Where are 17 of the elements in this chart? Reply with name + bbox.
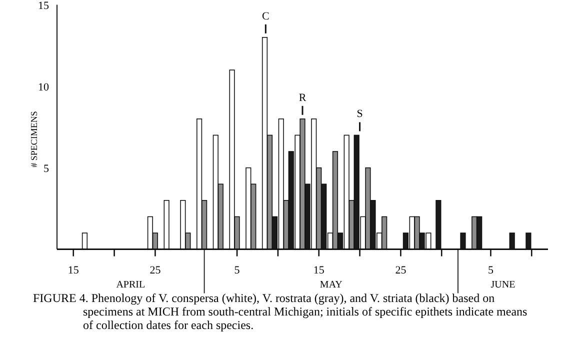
y-axis-title: # SPECIMENS bbox=[29, 111, 39, 168]
text: JUNE bbox=[490, 279, 516, 290]
annotation: C bbox=[262, 10, 270, 22]
x-tick-label: 5 bbox=[488, 264, 494, 276]
y-tick-label: 10 bbox=[38, 81, 50, 94]
x-tick-label: 15 bbox=[68, 264, 80, 276]
text: MAY bbox=[320, 279, 342, 290]
x-tick-label: 25 bbox=[150, 264, 162, 276]
x-tick-label: 5 bbox=[234, 264, 240, 276]
y-tick-label: 15 bbox=[38, 0, 50, 12]
x-tick-label: 25 bbox=[395, 264, 407, 276]
annotation: S bbox=[356, 108, 363, 120]
text: APRIL bbox=[116, 279, 146, 290]
caption: FIGURE 4. Phenology of V. conspersa (white), V. rostrata (gray), and V. striata (black) based on specimens at MICH from south-central Michigan; initials of specific epithets indicate means of collection dates for each species. bbox=[33, 291, 528, 332]
y-tick-label: 5 bbox=[44, 162, 50, 175]
annotation: R bbox=[298, 92, 307, 104]
x-tick-label: 15 bbox=[313, 264, 325, 276]
